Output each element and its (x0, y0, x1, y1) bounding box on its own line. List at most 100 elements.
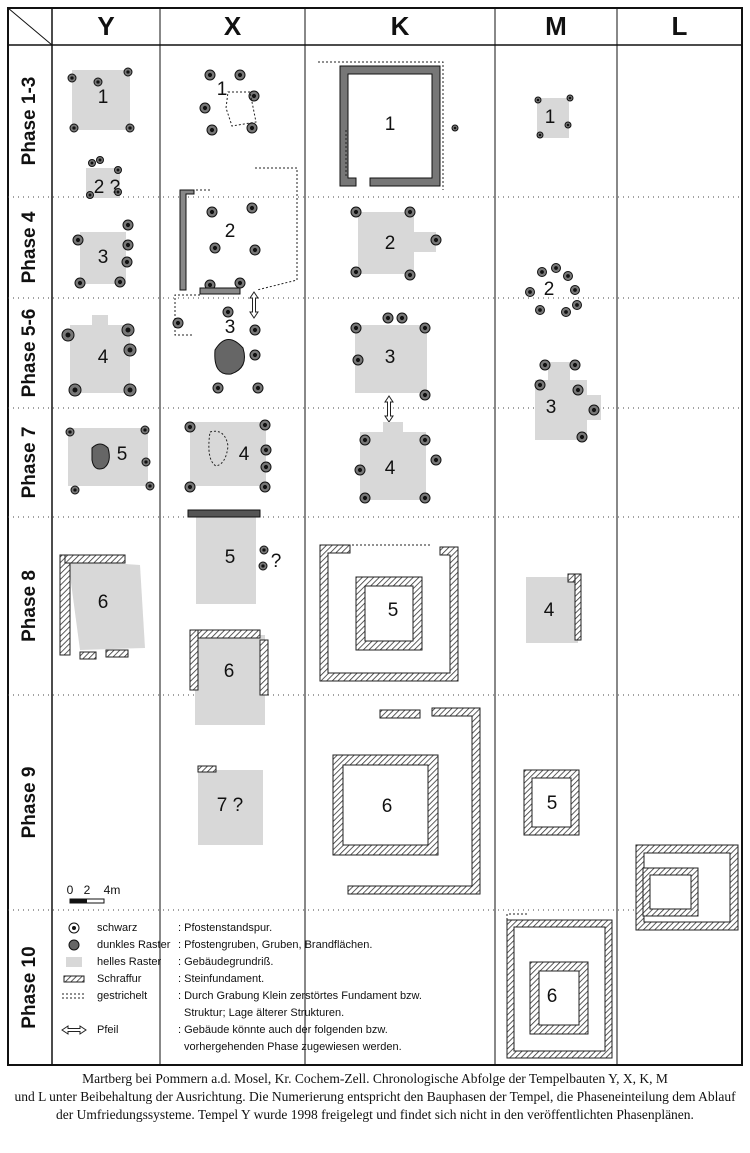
phase-label: Phase 8 (19, 570, 40, 642)
post (116, 168, 120, 172)
post (554, 266, 558, 270)
post (90, 161, 94, 165)
post (422, 495, 428, 501)
post (237, 280, 243, 286)
post (575, 387, 581, 393)
post (88, 193, 92, 197)
arrow (249, 291, 259, 319)
building-number: 6 (547, 986, 558, 1007)
post (96, 80, 100, 84)
post (572, 362, 578, 368)
building-number: 4 (385, 458, 396, 479)
foundation-inner (364, 585, 414, 642)
destroyed-outline (318, 61, 444, 190)
building-number: 6 (382, 796, 393, 817)
post (126, 70, 130, 74)
destroyed-outline (196, 167, 298, 291)
post (262, 422, 268, 428)
floor-plan (195, 635, 265, 725)
post (422, 325, 428, 331)
post (252, 247, 258, 253)
post (187, 424, 193, 430)
destroyed-outline (174, 294, 200, 336)
post (187, 484, 193, 490)
post (573, 288, 577, 292)
destroyed-outline (506, 913, 527, 920)
floor-plan (198, 770, 263, 845)
post (143, 428, 147, 432)
scale-label: 0 (67, 883, 74, 897)
stone-wall (79, 651, 97, 660)
post (202, 105, 208, 111)
foundation-inner (531, 777, 572, 828)
post (128, 126, 132, 130)
column-header: Y (97, 11, 114, 41)
post (98, 158, 102, 162)
destroyed-outline (208, 430, 229, 467)
floor-plan (358, 212, 414, 274)
building-number: 5 (117, 444, 128, 465)
post (215, 385, 221, 391)
building-number: 6 (224, 661, 235, 682)
foundation-inner (649, 874, 692, 910)
building-number: 5 (388, 600, 399, 621)
stone-wall (59, 554, 71, 656)
post (528, 290, 532, 294)
building-number: 2 (544, 279, 555, 300)
post (255, 385, 261, 391)
post (77, 280, 83, 286)
post (353, 269, 359, 275)
foundation-inner (538, 970, 580, 1026)
phase-label: Phase 10 (19, 946, 40, 1028)
post (207, 282, 213, 288)
post (385, 315, 391, 321)
post (263, 447, 269, 453)
legend-desc: : Gebäudegrundriß. (178, 956, 273, 968)
post (148, 484, 152, 488)
post (566, 123, 570, 127)
floor-plan (70, 325, 130, 393)
destroyed-outline (225, 91, 257, 127)
post (175, 320, 181, 326)
building-number: 1 (385, 114, 396, 135)
building-number: 1 (98, 87, 109, 108)
building-number: 2 (225, 221, 236, 242)
column-header: L (672, 11, 688, 41)
legend-symbol (68, 939, 80, 951)
post (353, 209, 359, 215)
building-number: 1 (217, 79, 228, 100)
building-number: 7 ? (217, 795, 243, 816)
post (575, 303, 579, 307)
stone-wall (189, 629, 261, 639)
post (125, 222, 131, 228)
stone-wall (339, 65, 441, 187)
phase-label: Phase 7 (19, 427, 40, 499)
post (65, 332, 71, 338)
stone-wall (319, 544, 459, 682)
legend-symbol (66, 957, 82, 967)
building-number: 4 (98, 347, 109, 368)
stone-wall (179, 189, 195, 291)
building-number: 3 (385, 347, 396, 368)
post (353, 325, 359, 331)
legend-desc: Struktur; Lage älterer Strukturen. (184, 1007, 344, 1019)
floor-plan (80, 232, 126, 284)
dark-pit (214, 339, 245, 375)
post (212, 245, 218, 251)
post (566, 274, 570, 278)
legend-term: Pfeil (97, 1024, 118, 1036)
post (249, 125, 255, 131)
building-number: ? (271, 551, 282, 572)
post (579, 434, 585, 440)
post (422, 392, 428, 398)
post (453, 126, 457, 130)
building-number: 2 (385, 233, 396, 254)
post (568, 96, 572, 100)
post (262, 484, 268, 490)
legend-term: helles Raster (97, 956, 162, 968)
corner-diagonal (7, 7, 53, 46)
caption-line: und L unter Beibehaltung der Ausrichtung… (14, 1089, 736, 1122)
post (75, 237, 81, 243)
building-number: 5 (547, 793, 558, 814)
building-number: 3 (546, 397, 557, 418)
